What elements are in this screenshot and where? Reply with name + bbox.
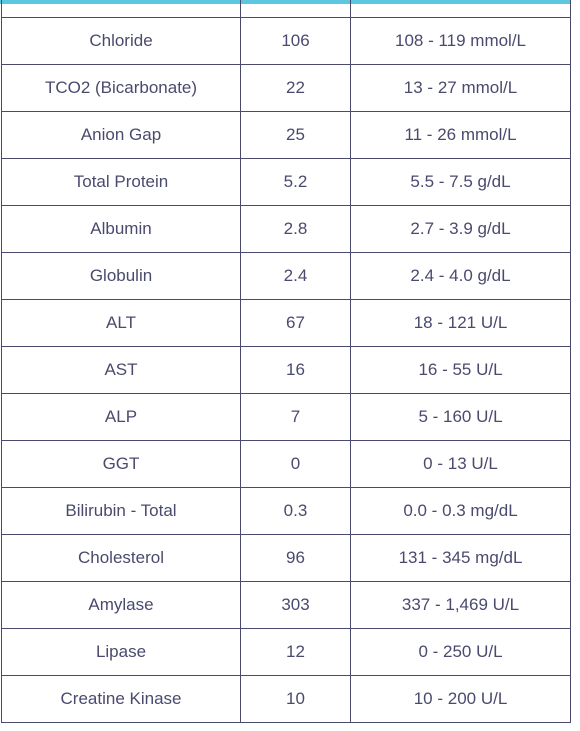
table-cell-test-name: ALP: [1, 393, 241, 441]
lab-results-table: Chloride 106 108 - 119 mmol/L TCO2 (Bicarbo…: [1, 0, 571, 723]
table-cell-reference-range: 10 - 200 U/L: [350, 675, 571, 723]
table-cell-value: 303: [240, 581, 351, 629]
table-row: Amylase 303 337 - 1,469 U/L: [1, 581, 571, 629]
table-cell-value: 5.2: [240, 158, 351, 206]
table-cell-test-name: Chloride: [1, 17, 241, 65]
table-cell-value: 2.8: [240, 205, 351, 253]
table-row: Globulin 2.4 2.4 - 4.0 g/dL: [1, 252, 571, 300]
table-cell-test-name: Lipase: [1, 628, 241, 676]
table-cell-value: 2.4: [240, 252, 351, 300]
table-cell-reference-range: 0.0 - 0.3 mg/dL: [350, 487, 571, 535]
table-cell-reference-range: 11 - 26 mmol/L: [350, 111, 571, 159]
table-cell-reference-range: 337 - 1,469 U/L: [350, 581, 571, 629]
table-cell-test-name: GGT: [1, 440, 241, 488]
table-cell-value: 16: [240, 346, 351, 394]
table-cell-test-name: TCO2 (Bicarbonate): [1, 64, 241, 112]
table-cell-test-name: Cholesterol: [1, 534, 241, 582]
table-row: GGT 0 0 - 13 U/L: [1, 440, 571, 488]
table-cell-test-name: Amylase: [1, 581, 241, 629]
table-row: Anion Gap 25 11 - 26 mmol/L: [1, 111, 571, 159]
table-cell-test-name: ALT: [1, 299, 241, 347]
table-cell-reference-range: 0 - 250 U/L: [350, 628, 571, 676]
table-cell-reference-range: [350, 0, 571, 18]
table-cell-test-name: Anion Gap: [1, 111, 241, 159]
table-cell-reference-range: 16 - 55 U/L: [350, 346, 571, 394]
table-cell-value: 0.3: [240, 487, 351, 535]
table-cell-test-name: Bilirubin - Total: [1, 487, 241, 535]
table-cell-value: 22: [240, 64, 351, 112]
table-row: Albumin 2.8 2.7 - 3.9 g/dL: [1, 205, 571, 253]
table-cell-value: 25: [240, 111, 351, 159]
table-cell-value: 7: [240, 393, 351, 441]
table-cell-reference-range: 131 - 345 mg/dL: [350, 534, 571, 582]
table-cell-reference-range: 2.4 - 4.0 g/dL: [350, 252, 571, 300]
table-row: Total Protein 5.2 5.5 - 7.5 g/dL: [1, 158, 571, 206]
table-cell-test-name: Creatine Kinase: [1, 675, 241, 723]
table-row: TCO2 (Bicarbonate) 22 13 - 27 mmol/L: [1, 64, 571, 112]
table-row: ALT 67 18 - 121 U/L: [1, 299, 571, 347]
table-cell-reference-range: 13 - 27 mmol/L: [350, 64, 571, 112]
table-cell-reference-range: 5 - 160 U/L: [350, 393, 571, 441]
table-cell-reference-range: 2.7 - 3.9 g/dL: [350, 205, 571, 253]
table-cell-value: 96: [240, 534, 351, 582]
table-cell-test-name: Total Protein: [1, 158, 241, 206]
table-cell-reference-range: 0 - 13 U/L: [350, 440, 571, 488]
table-row: Chloride 106 108 - 119 mmol/L: [1, 17, 571, 65]
table-cell-test-name: Albumin: [1, 205, 241, 253]
table-cell-value: [240, 0, 351, 18]
table-row: Lipase 12 0 - 250 U/L: [1, 628, 571, 676]
table-cell-test-name: AST: [1, 346, 241, 394]
table-row: Creatine Kinase 10 10 - 200 U/L: [1, 675, 571, 723]
table-cell-value: 106: [240, 17, 351, 65]
table-cell-reference-range: 18 - 121 U/L: [350, 299, 571, 347]
table-cell-reference-range: 108 - 119 mmol/L: [350, 17, 571, 65]
table-cell-value: 0: [240, 440, 351, 488]
table-row: ALP 7 5 - 160 U/L: [1, 393, 571, 441]
table-cell-test-name: [1, 0, 241, 18]
table-cell-value: 12: [240, 628, 351, 676]
lab-results-body: Chloride 106 108 - 119 mmol/L TCO2 (Bicarbo…: [1, 0, 571, 723]
table-cell-test-name: Globulin: [1, 252, 241, 300]
table-cell-reference-range: 5.5 - 7.5 g/dL: [350, 158, 571, 206]
table-cell-value: 67: [240, 299, 351, 347]
table-row-partial: [1, 0, 571, 18]
table-cell-value: 10: [240, 675, 351, 723]
table-row: AST 16 16 - 55 U/L: [1, 346, 571, 394]
table-row: Cholesterol 96 131 - 345 mg/dL: [1, 534, 571, 582]
table-row: Bilirubin - Total 0.3 0.0 - 0.3 mg/dL: [1, 487, 571, 535]
